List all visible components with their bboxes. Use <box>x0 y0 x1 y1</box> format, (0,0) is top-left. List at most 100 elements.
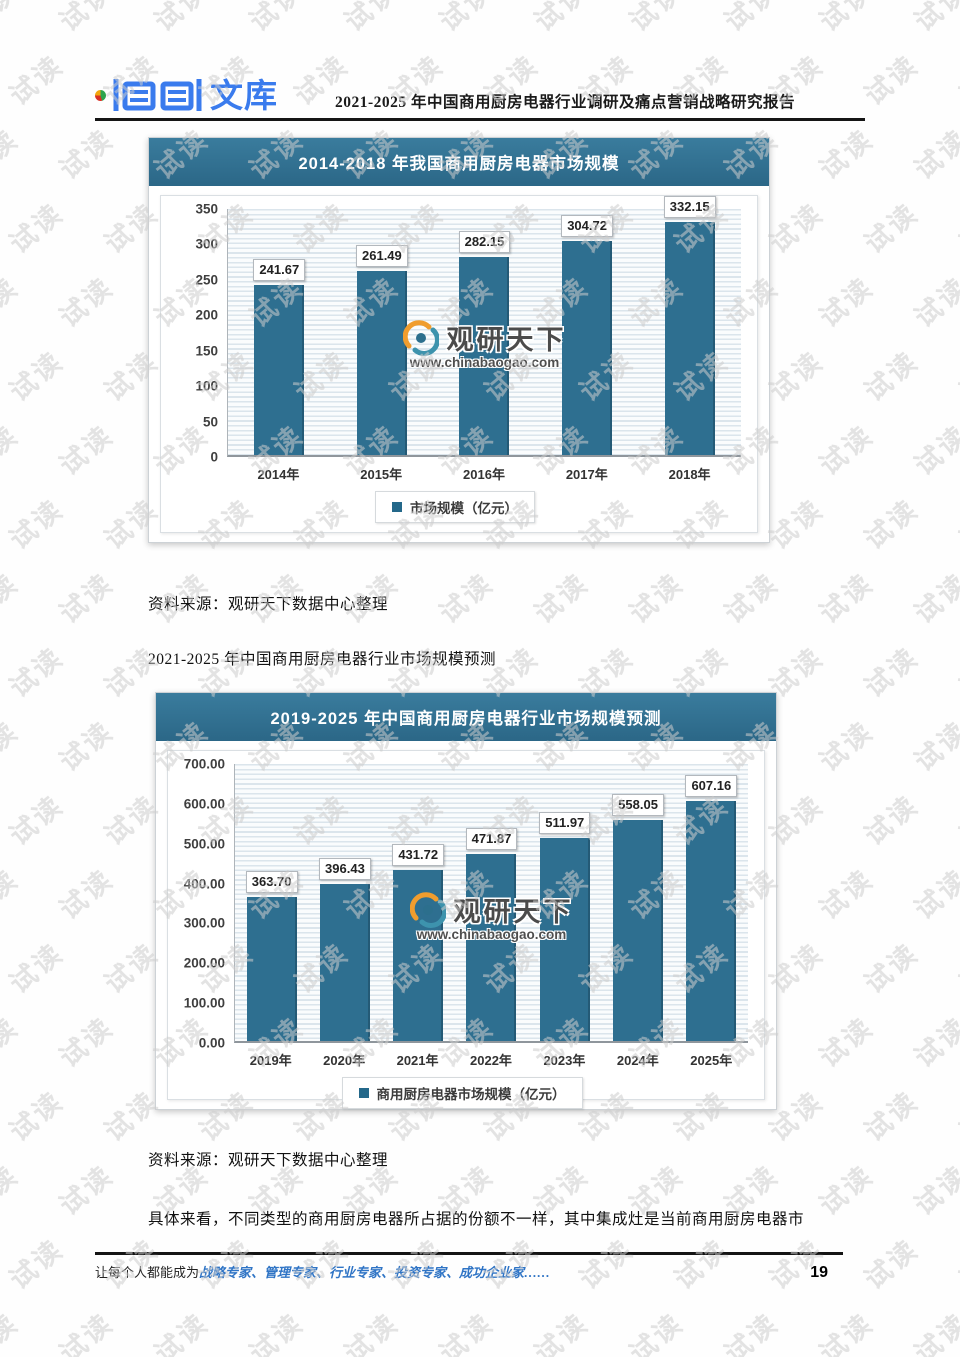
trial-watermark-text: 试读 <box>0 567 25 630</box>
trial-watermark-text: 试读 <box>908 419 960 482</box>
source-note-2: 资料来源：观研天下数据中心整理 <box>148 1152 389 1169</box>
y-tick-label: 150 <box>195 343 218 359</box>
trial-watermark-text: 试读 <box>953 1085 960 1148</box>
x-axis-label: 2018年 <box>668 467 711 482</box>
trial-watermark-text: 试读 <box>528 567 595 630</box>
x-axis-label: 2021年 <box>396 1053 439 1068</box>
bar <box>356 271 407 455</box>
trial-watermark-text: 试读 <box>53 1159 120 1222</box>
legend-swatch-icon <box>358 1088 369 1098</box>
trial-watermark-text: 试读 <box>623 567 690 630</box>
x-axis-label: 2022年 <box>470 1053 512 1068</box>
trial-watermark-text: 试读 <box>623 1307 690 1357</box>
legend-label: 市场规模（亿元） <box>410 501 518 516</box>
chart-title-bar: 2019-2025 年中国商用厨房电器行业市场规模预测 <box>156 693 776 741</box>
x-axis-label: 2017年 <box>565 467 608 482</box>
bar-value-label: 332.15 <box>663 196 716 218</box>
y-tick-label: 300.00 <box>183 915 225 931</box>
trial-watermark-text: 试读 <box>53 1011 120 1074</box>
trial-watermark-text: 试读 <box>813 419 880 482</box>
trial-watermark-text: 试读 <box>858 49 925 112</box>
x-axis-label: 2025年 <box>690 1053 733 1068</box>
footer-slogan-highlight: 战略专家、管理专家、行业专家、投资专家、成功企业家…… <box>199 1265 551 1280</box>
trial-watermark-text: 试读 <box>3 197 70 260</box>
trial-watermark-text: 试读 <box>953 937 960 1000</box>
bar <box>562 241 613 455</box>
bar-value-label: 431.72 <box>392 844 445 866</box>
bar <box>246 897 297 1041</box>
bar-slot: 261.49 <box>331 245 434 455</box>
trial-watermark-text: 试读 <box>858 1233 925 1296</box>
bar-value-label: 558.05 <box>612 794 664 816</box>
bar-value-label: 471.87 <box>465 828 518 850</box>
legend-swatch-icon <box>392 502 402 512</box>
page-number: 19 <box>810 1264 828 1281</box>
trial-watermark-text: 试读 <box>0 0 25 38</box>
market-forecast-chart-2019-2025: 2019-2025 年中国商用厨房电器行业市场规模预测 0.00 100.00 20… <box>155 692 777 1110</box>
y-tick-label: 700.00 <box>183 756 225 772</box>
y-tick-label: 300 <box>195 236 218 252</box>
chart-x-axis: 2014年 2015年 2016年 2017年 2018年 <box>169 457 741 485</box>
bar-slot: 282.15 <box>433 231 536 455</box>
trial-watermark-text: 试读 <box>908 123 960 186</box>
y-tick-label: 100.00 <box>183 995 225 1011</box>
trial-watermark-text: 试读 <box>763 197 830 260</box>
bar <box>254 285 305 455</box>
trial-watermark-text: 试读 <box>813 271 880 334</box>
trial-watermark-text: 试读 <box>858 1085 925 1148</box>
chart-plot-area: 观研天下 www.chinabaogao.com 241.67 261.49 282… <box>227 196 741 457</box>
trial-watermark-text: 试读 <box>0 1307 25 1357</box>
trial-watermark-text: 试读 <box>953 641 960 704</box>
trial-watermark-text: 试读 <box>3 345 70 408</box>
page-footer: 让每个人都能成为 战略专家、管理专家、行业专家、投资专家、成功企业家…… 19 <box>95 1262 843 1282</box>
chart-inner-frame: 0 50 100 150 200 250 300 350 观研天下 www.chinabaog… <box>160 195 758 533</box>
trial-watermark-text: 试读 <box>3 493 70 556</box>
legend-label: 商用厨房电器市场规模（亿元） <box>376 1087 566 1102</box>
bar-slot: 332.15 <box>638 196 741 455</box>
bar-slot: 558.05 <box>601 794 674 1041</box>
trial-watermark-text: 试读 <box>3 641 70 704</box>
trial-watermark-text: 试读 <box>148 0 215 38</box>
bar <box>393 870 444 1041</box>
trial-watermark-text: 试读 <box>813 1307 880 1357</box>
x-axis-label: 2023年 <box>543 1053 586 1068</box>
trial-watermark-text: 试读 <box>338 0 405 38</box>
logo-glyph-icon <box>113 79 202 111</box>
trial-watermark-text: 试读 <box>433 567 500 630</box>
logo-dot-icon <box>95 89 106 101</box>
trial-watermark-text: 试读 <box>908 715 960 778</box>
bar <box>539 838 590 1041</box>
trial-watermark-text: 试读 <box>813 123 880 186</box>
bar <box>459 257 510 455</box>
bar <box>613 820 664 1041</box>
trial-watermark-text: 试读 <box>858 937 925 1000</box>
trial-watermark-text: 试读 <box>953 1233 960 1296</box>
y-tick-label: 200 <box>195 307 218 323</box>
bar-slot: 396.43 <box>308 858 381 1041</box>
trial-watermark-text: 试读 <box>763 493 830 556</box>
trial-watermark-text: 试读 <box>908 567 960 630</box>
x-axis-label: 2014年 <box>257 467 300 482</box>
trial-watermark-text: 试读 <box>813 863 880 926</box>
trial-watermark-text: 试读 <box>53 419 120 482</box>
y-tick-label: 400.00 <box>183 876 225 892</box>
bar <box>686 801 737 1041</box>
y-tick-label: 100 <box>195 378 218 394</box>
trial-watermark-text: 试读 <box>3 789 70 852</box>
chart-title-bar: 2014-2018 年我国商用厨房电器市场规模 <box>149 138 769 186</box>
trial-watermark-text: 试读 <box>858 345 925 408</box>
bar-slot: 241.67 <box>228 259 331 455</box>
bar <box>664 222 715 455</box>
trial-watermark-text: 试读 <box>0 419 25 482</box>
trial-watermark-text: 试读 <box>858 493 925 556</box>
trial-watermark-text: 试读 <box>858 789 925 852</box>
footer-slogan: 让每个人都能成为 <box>95 1265 200 1280</box>
chart-legend: 市场规模（亿元） <box>375 491 535 523</box>
trial-watermark-text: 试读 <box>433 1307 500 1357</box>
page-header: 文库 2021-2025 年中国商用厨房电器行业调研及痛点营销战略研究报告 <box>95 52 865 121</box>
trial-watermark-text: 试读 <box>53 863 120 926</box>
trial-watermark-text: 试读 <box>953 197 960 260</box>
bar-value-label: 304.72 <box>561 215 613 237</box>
x-axis-label: 2019年 <box>249 1053 292 1068</box>
